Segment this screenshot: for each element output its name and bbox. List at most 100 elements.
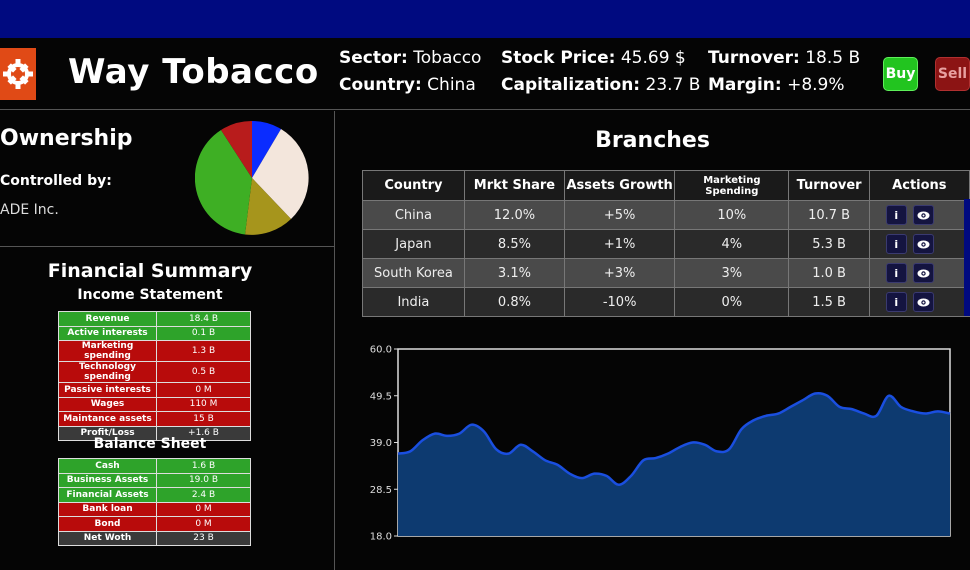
branch-actions: i — [870, 234, 969, 254]
column-header-market-share: Mrkt Share — [463, 170, 566, 201]
income-row: Profit/Loss +1.6 B — [58, 425, 251, 441]
balance-sheet-table: Cash 1.6 B Business Assets 19.0 B Financial … — [58, 458, 251, 546]
branch-growth-cell: +1% — [564, 229, 676, 259]
top-bar — [0, 0, 970, 38]
table-scrollbar[interactable] — [964, 199, 970, 316]
eye-icon-glyph — [917, 240, 930, 248]
branch-actions: i — [870, 263, 969, 283]
country-stat: Country: China — [339, 75, 476, 95]
branch-country-cell: Japan — [362, 229, 465, 259]
capitalization-stat: Capitalization: 23.7 B — [501, 75, 700, 95]
chart-series-line — [397, 391, 951, 487]
branch-turnover-cell: 1.0 B — [788, 258, 870, 288]
branch-growth-cell: +3% — [564, 258, 676, 288]
branch-row: South Korea 3.1% +3% 3% 1.0 B i — [362, 258, 970, 288]
balance-row-value: 23 B — [156, 530, 251, 546]
income-row-value: 0.5 B — [156, 361, 251, 383]
pie-slice-5 — [221, 121, 252, 178]
sell-button[interactable]: Sell — [935, 57, 970, 91]
branch-actions-cell: i — [868, 229, 970, 259]
income-row: Active interests 0.1 B — [58, 325, 251, 341]
balance-sheet-title: Balance Sheet — [93, 436, 207, 452]
branch-row: China 12.0% +5% 10% 10.7 B i — [362, 200, 970, 230]
ownership-title: Ownership — [0, 126, 133, 151]
income-row-value: 0.1 B — [156, 325, 251, 341]
y-tick-label: 18.0 — [370, 532, 392, 543]
income-row: Revenue 18.4 B — [58, 311, 251, 327]
price-label: Stock Price: — [501, 48, 616, 68]
company-header: Way Tobacco Sector: Tobacco Country: Chi… — [0, 38, 970, 110]
country-label: Country: — [339, 75, 422, 95]
sector-value: Tobacco — [413, 48, 482, 68]
balance-row: Bond 0 M — [58, 516, 251, 532]
branch-marketing-cell: 4% — [674, 229, 790, 259]
company-name: Way Tobacco — [68, 52, 319, 92]
pie-slice-1 — [252, 121, 281, 178]
branch-marketing-cell: 0% — [674, 287, 790, 317]
info-icon[interactable]: i — [885, 234, 907, 254]
eye-icon[interactable] — [912, 292, 934, 312]
financial-summary-title: Financial Summary — [47, 260, 253, 282]
branch-actions-cell: i — [868, 200, 970, 230]
turnover-stat: Turnover: 18.5 B — [708, 48, 860, 68]
price-value: 45.69 $ — [620, 48, 686, 68]
income-row-label: Active interests — [58, 325, 157, 341]
balance-row-label: Financial Assets — [58, 487, 157, 503]
column-header-actions: Actions — [868, 170, 970, 201]
y-tick-label: 49.5 — [370, 391, 392, 402]
balance-row-label: Bond — [58, 516, 157, 532]
income-statement-title: Income Statement — [77, 287, 223, 303]
eye-icon[interactable] — [912, 263, 934, 283]
income-row-value: 0 M — [156, 382, 251, 398]
capitalization-value: 23.7 B — [645, 75, 701, 95]
branch-marketing-cell: 3% — [674, 258, 790, 288]
controlled-by-label: Controlled by: — [0, 173, 112, 189]
balance-row: Net Woth 23 B — [58, 530, 251, 546]
balance-row: Financial Assets 2.4 B — [58, 487, 251, 503]
balance-row-label: Cash — [58, 458, 157, 474]
column-header-country: Country — [362, 170, 465, 201]
column-header-marketing-spending: Marketing Spending — [674, 170, 790, 201]
income-row-label: Passive interests — [58, 382, 157, 398]
info-icon[interactable]: i — [885, 292, 907, 312]
eye-icon[interactable] — [912, 234, 934, 254]
income-row-value: 15 B — [156, 411, 251, 427]
balance-row-value: 0 M — [156, 516, 251, 532]
info-icon[interactable]: i — [885, 205, 907, 225]
balance-row-label: Bank loan — [58, 501, 157, 517]
info-icon[interactable]: i — [885, 263, 907, 283]
country-value: China — [427, 75, 476, 95]
balance-row-value: 2.4 B — [156, 487, 251, 503]
branch-row: India 0.8% -10% 0% 1.5 B i — [362, 287, 970, 317]
income-row-label: Technology spending — [58, 361, 157, 383]
branches-table: Country Mrkt Share Assets Growth Marketi… — [362, 170, 970, 317]
branch-growth-cell: +5% — [564, 200, 676, 230]
income-row: Technology spending 0.5 B — [58, 361, 251, 383]
buy-button[interactable]: Buy — [883, 57, 918, 91]
income-row-value: 18.4 B — [156, 311, 251, 327]
vertical-divider — [334, 111, 335, 570]
branch-growth-cell: -10% — [564, 287, 676, 317]
turnover-label: Turnover: — [708, 48, 800, 68]
income-row-label: Revenue — [58, 311, 157, 327]
branch-share-cell: 8.5% — [463, 229, 566, 259]
branch-actions-cell: i — [868, 287, 970, 317]
eye-icon[interactable] — [912, 205, 934, 225]
branch-turnover-cell: 10.7 B — [788, 200, 870, 230]
branch-actions-cell: i — [868, 258, 970, 288]
income-row-label: Marketing spending — [58, 340, 157, 362]
income-row-label: Profit/Loss — [58, 425, 157, 441]
income-row: Wages 110 M — [58, 396, 251, 412]
branch-country-cell: South Korea — [362, 258, 465, 288]
income-row-label: Wages — [58, 396, 157, 412]
branch-actions: i — [870, 205, 969, 225]
eye-icon-glyph — [917, 269, 930, 277]
balance-row-value: 0 M — [156, 501, 251, 517]
income-row: Passive interests 0 M — [58, 382, 251, 398]
balance-row: Business Assets 19.0 B — [58, 472, 251, 488]
income-row: Maintance assets 15 B — [58, 411, 251, 427]
chart-area-fill — [398, 393, 950, 536]
controlled-by-value: ADE Inc. — [0, 202, 59, 218]
branch-turnover-cell: 1.5 B — [788, 287, 870, 317]
y-tick-label: 39.0 — [370, 438, 392, 449]
